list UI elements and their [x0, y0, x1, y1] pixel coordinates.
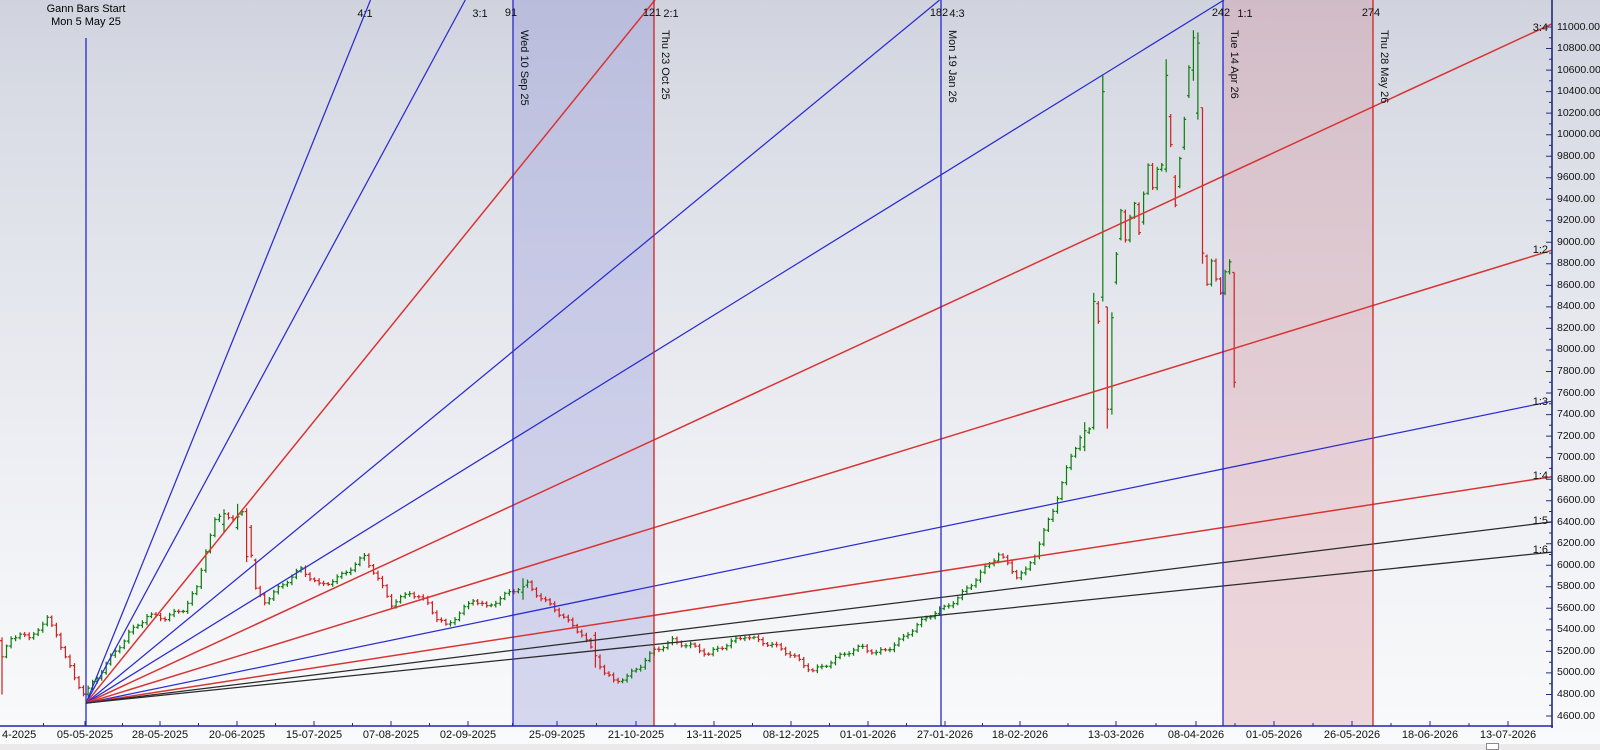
- price-bars-up: [4, 30, 1232, 697]
- y-axis-label-5400: 5400.00: [1557, 623, 1595, 636]
- vline-date-label-242: Tue 14 Apr 26: [1228, 30, 1240, 99]
- x-axis-label-1: 05-05-2025: [56, 729, 114, 741]
- x-axis-label-3: 20-06-2025: [208, 729, 266, 741]
- gann-start-title: Gann Bars Start: [46, 3, 126, 15]
- vline-date-label-91: Wed 10 Sep 25: [518, 30, 530, 106]
- x-axis-label-5: 07-08-2025: [362, 729, 420, 741]
- x-axis-label-15: 08-04-2026: [1167, 729, 1225, 741]
- gann-line-3-1[interactable]: [85, 0, 466, 704]
- gann-ratio-label-1-1: 1:1: [1237, 8, 1253, 20]
- y-axis-label-6200: 6200.00: [1557, 537, 1595, 550]
- scrollbar-thumb[interactable]: [1486, 743, 1499, 750]
- y-axis-label-8000: 8000.00: [1557, 343, 1595, 356]
- x-axis-label-11: 01-01-2026: [839, 729, 897, 741]
- bar-count-label-121: 121: [642, 7, 662, 19]
- y-axis-label-4800: 4800.00: [1557, 687, 1595, 700]
- y-axis-label-10400: 10400.00: [1557, 85, 1600, 98]
- gann-line-1-4[interactable]: [85, 475, 1553, 704]
- gann-line-1-1[interactable]: [85, 0, 1225, 704]
- x-axis-label-6: 02-09-2025: [439, 729, 497, 741]
- y-axis-label-6600: 6600.00: [1557, 494, 1595, 507]
- y-axis-label-10800: 10800.00: [1557, 42, 1600, 55]
- y-axis-label-9600: 9600.00: [1557, 171, 1595, 184]
- y-axis-label-5200: 5200.00: [1557, 644, 1595, 657]
- gann-start-date: Mon 5 May 25: [51, 16, 121, 28]
- gann-line-2-1[interactable]: [85, 0, 656, 704]
- gann-ratio-label-3-1: 3:1: [472, 8, 488, 20]
- y-axis-label-9000: 9000.00: [1557, 235, 1595, 248]
- bar-count-label-242: 242: [1211, 7, 1231, 19]
- x-axis-label-19: 13-07-2026: [1479, 729, 1537, 741]
- bottom-strip: [0, 744, 1600, 750]
- y-axis-label-10600: 10600.00: [1557, 63, 1600, 76]
- bar-count-label-182: 182: [929, 7, 949, 19]
- gann-line-3-4[interactable]: [85, 23, 1553, 704]
- vline-date-label-121: Thu 23 Oct 25: [659, 30, 671, 100]
- gann-line-1-6[interactable]: [85, 551, 1553, 704]
- gann-ratio-label-1-6: 1:6: [1532, 544, 1548, 556]
- gann-line-1-3[interactable]: [85, 400, 1553, 704]
- gann-ratio-label-1-5: 1:5: [1532, 515, 1548, 527]
- x-axis-label-13: 18-02-2026: [991, 729, 1049, 741]
- y-axis-label-8200: 8200.00: [1557, 321, 1595, 334]
- x-axis-label-12: 27-01-2026: [916, 729, 974, 741]
- y-axis-label-4600: 4600.00: [1557, 709, 1595, 722]
- x-axis-label-16: 01-05-2026: [1245, 729, 1303, 741]
- x-axis-label-17: 26-05-2026: [1323, 729, 1381, 741]
- x-axis-label-2: 28-05-2025: [131, 729, 189, 741]
- y-axis-label-10200: 10200.00: [1557, 106, 1600, 119]
- gann-ratio-label-2-1: 2:1: [663, 8, 679, 20]
- x-axis-label-14: 13-03-2026: [1087, 729, 1145, 741]
- y-axis-label-5000: 5000.00: [1557, 666, 1595, 679]
- y-axis-label-10000: 10000.00: [1557, 128, 1600, 141]
- gann-ratio-label-1-2: 1:2: [1532, 244, 1548, 256]
- y-axis-label-7000: 7000.00: [1557, 451, 1595, 464]
- y-axis-label-6800: 6800.00: [1557, 472, 1595, 485]
- gann-ratio-label-4-1: 4:1: [357, 8, 373, 20]
- gann-ratio-label-4-3: 4:3: [949, 8, 965, 20]
- bar-count-label-274: 274: [1361, 7, 1381, 19]
- y-axis-label-9400: 9400.00: [1557, 192, 1595, 205]
- y-axis-label-8600: 8600.00: [1557, 278, 1595, 291]
- gann-ratio-label-3-4: 3:4: [1532, 22, 1548, 34]
- gann-ratio-label-1-3: 1:3: [1532, 396, 1548, 408]
- y-axis-ticks: [1546, 26, 1552, 717]
- shaded-region-0: [513, 0, 654, 726]
- y-axis-label-9200: 9200.00: [1557, 214, 1595, 227]
- gann-start-label: Gann Bars Start Mon 5 May 25: [16, 3, 156, 29]
- x-axis-label-10: 08-12-2025: [762, 729, 820, 741]
- y-axis-label-7200: 7200.00: [1557, 429, 1595, 442]
- x-axis-ticks: [43, 721, 1509, 726]
- y-axis-label-7800: 7800.00: [1557, 365, 1595, 377]
- y-axis-label-8400: 8400.00: [1557, 300, 1595, 313]
- y-axis-label-6000: 6000.00: [1557, 558, 1595, 571]
- y-axis-label-9800: 9800.00: [1557, 149, 1595, 162]
- x-axis-label-8: 21-10-2025: [607, 729, 665, 741]
- y-axis-label-5800: 5800.00: [1557, 580, 1595, 593]
- x-axis-label-18: 18-06-2026: [1401, 729, 1459, 741]
- x-axis-label-0: 4-2025: [2, 729, 37, 741]
- vline-date-label-274: Thu 28 May 26: [1378, 30, 1390, 104]
- y-axis-label-7600: 7600.00: [1557, 386, 1595, 399]
- y-axis-label-5600: 5600.00: [1557, 601, 1595, 614]
- y-axis-label-11000: 11000.00: [1557, 20, 1600, 33]
- gann-line-4-1[interactable]: [85, 0, 372, 704]
- y-axis-label-7400: 7400.00: [1557, 408, 1595, 421]
- y-axis-label-8800: 8800.00: [1557, 257, 1595, 270]
- x-axis-label-7: 25-09-2025: [528, 729, 586, 741]
- vline-date-label-182: Mon 19 Jan 26: [946, 30, 958, 103]
- x-axis-label-4: 15-07-2025: [285, 729, 343, 741]
- y-axis-label-6400: 6400.00: [1557, 515, 1595, 528]
- gann-ratio-label-1-4: 1:4: [1532, 470, 1548, 482]
- gann-line-1-2[interactable]: [85, 249, 1553, 704]
- bar-count-label-91: 91: [504, 7, 518, 19]
- x-axis-label-9: 13-11-2025: [686, 729, 742, 741]
- shaded-region-1: [1223, 0, 1373, 726]
- gann-line-1-5[interactable]: [85, 521, 1553, 704]
